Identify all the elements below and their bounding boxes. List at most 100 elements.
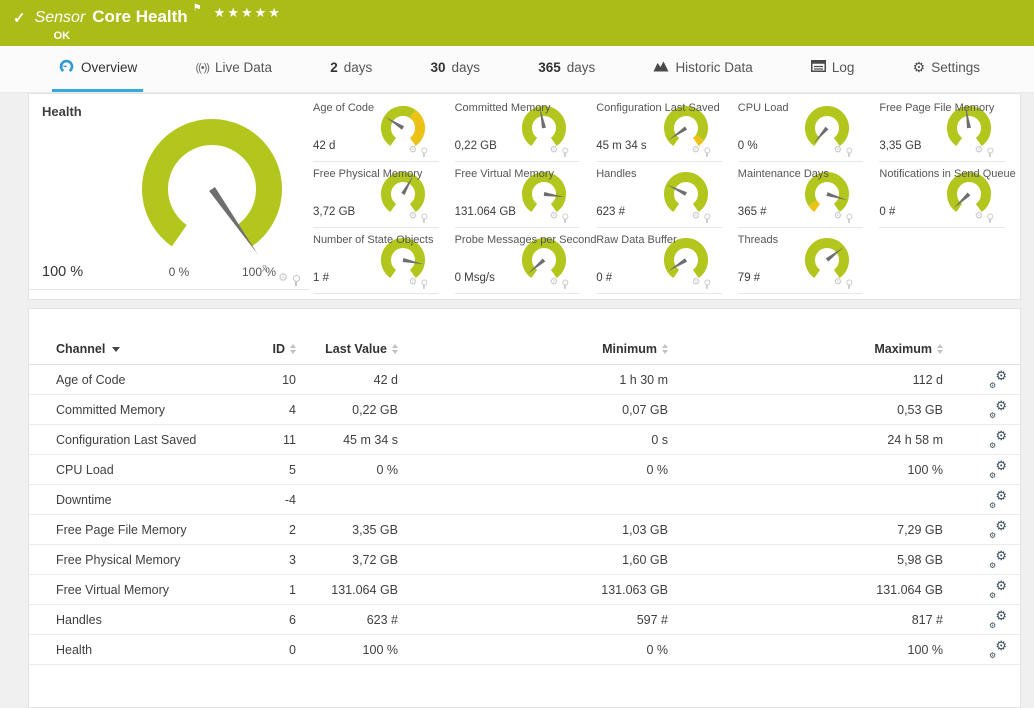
cell-channel[interactable]: Free Virtual Memory [56,582,169,597]
tab-settings[interactable]: ⚙ Settings [907,46,986,92]
gear-icon[interactable]: ⚙ [833,276,842,288]
gear-icon[interactable]: ⚙ [691,144,700,156]
pin-icon[interactable] [845,279,852,289]
cell-channel[interactable]: CPU Load [56,462,114,477]
channel-settings-icon[interactable]: ⚙ ⚙ [989,458,1007,480]
tab-historic-data[interactable]: Historic Data [647,46,758,92]
gauge-value: 79 # [737,272,761,284]
sort-toggle-icon[interactable] [290,344,296,354]
gauge-age-of-code[interactable]: Age of Code 42 d ⚙ [313,96,439,162]
pin-icon[interactable] [293,275,300,286]
pin-icon[interactable] [987,213,994,223]
gear-icon[interactable]: ⚙ [974,210,984,222]
pin-icon[interactable] [562,213,569,223]
health-gauge-panel[interactable]: Health x̄ 0 % 100 % 100 % ⚙ [29,94,310,290]
gear-icon[interactable]: ⚙ [691,210,700,222]
channel-settings-icon[interactable]: ⚙ ⚙ [989,548,1007,570]
gauge-number-of-state-objects[interactable]: Number of State Objects 1 # ⚙ [313,228,439,294]
pin-icon[interactable] [704,147,711,157]
tab-2-days[interactable]: 2 days [324,46,378,92]
gear-icon[interactable]: ⚙ [408,210,417,222]
channel-settings-icon[interactable]: ⚙ ⚙ [989,518,1007,540]
gauge-label: Notifications in Send Queue [879,168,1016,180]
health-gauge: x̄ [107,101,317,288]
table-row: Configuration Last Saved 11 45 m 34 s 0 s 24… [29,425,1020,455]
settings-gear-icon: ⚙ [912,59,926,75]
cell-channel[interactable]: Downtime [56,492,112,507]
gauge-committed-memory[interactable]: Committed Memory 0,22 GB ⚙ [454,96,581,162]
gauge-free-physical-memory[interactable]: Free Physical Memory 3,72 GB ⚙ [313,162,439,228]
gauge-free-page-file-memory[interactable]: Free Page File Memory 3,35 GB ⚙ [879,96,1005,162]
pin-icon[interactable] [421,213,427,223]
gear-icon[interactable]: ⚙ [278,272,288,284]
gear-icon[interactable]: ⚙ [833,144,842,156]
channel-settings-icon[interactable]: ⚙ ⚙ [989,398,1007,420]
cell-last-value: 131.064 GB [331,582,398,597]
sort-desc-icon[interactable] [112,346,121,352]
channel-settings-icon[interactable]: ⚙ ⚙ [989,578,1007,600]
gear-icon[interactable]: ⚙ [974,144,984,156]
channel-settings-icon[interactable]: ⚙ ⚙ [989,368,1007,390]
gear-icon[interactable]: ⚙ [833,210,842,222]
gear-icon[interactable]: ⚙ [549,276,559,288]
table-row: Handles 6 623 # 597 # 817 # ⚙ ⚙ [29,605,1020,635]
pin-icon[interactable] [987,147,994,157]
tab-30-days[interactable]: 30 days [424,46,486,92]
column-header-min[interactable]: Minimum [398,342,668,356]
tab-live-data[interactable]: ((•)) Live Data [189,46,278,92]
pin-icon[interactable] [421,147,427,157]
gear-icon[interactable]: ⚙ [691,276,700,288]
cell-channel[interactable]: Handles [56,612,102,627]
gear-icon[interactable]: ⚙ [549,210,559,222]
flag-icon[interactable]: ⚑ [192,3,202,14]
health-current-value: 100 % [42,264,84,280]
sort-toggle-icon[interactable] [937,344,943,354]
channel-settings-icon[interactable]: ⚙ ⚙ [989,638,1007,660]
gauge-value: 0 # [596,272,613,284]
cell-channel[interactable]: Health [56,642,93,657]
gauge-free-virtual-memory[interactable]: Free Virtual Memory 131.064 GB ⚙ [454,162,581,228]
gauge-dial [520,105,568,156]
channel-settings-icon[interactable]: ⚙ ⚙ [989,488,1007,510]
priority-stars[interactable]: ★★★★★ [213,5,282,20]
gauge-label: CPU Load [737,102,789,114]
svg-text:x̄: x̄ [262,264,267,275]
cell-channel[interactable]: Free Page File Memory [56,522,187,537]
pin-icon[interactable] [562,279,569,289]
pin-icon[interactable] [704,213,711,223]
channel-settings-icon[interactable]: ⚙ ⚙ [989,608,1007,630]
gauge-raw-data-buffer[interactable]: Raw Data Buffer 0 # ⚙ [596,228,722,294]
gauge-notifications-in-send-queue[interactable]: Notifications in Send Queue 0 # ⚙ [879,162,1016,228]
cell-channel[interactable]: Free Physical Memory [56,552,181,567]
gear-icon[interactable]: ⚙ [408,144,417,156]
pin-icon[interactable] [421,279,427,289]
cell-last-value: 100 % [362,642,398,657]
gear-icon[interactable]: ⚙ [549,144,559,156]
cell-channel[interactable]: Committed Memory [56,402,166,417]
gauge-threads[interactable]: Threads 79 # ⚙ [737,228,864,294]
tab-log[interactable]: Log [805,46,861,92]
sort-toggle-icon[interactable] [392,344,398,354]
cell-id: 3 [289,552,296,567]
tab-overview[interactable]: Overview [52,46,144,92]
gauge-probe-messages-per-second[interactable]: Probe Messages per Second 0 Msg/s ⚙ [454,228,596,294]
sort-toggle-icon[interactable] [662,344,668,354]
gauge-configuration-last-saved[interactable]: Configuration Last Saved 45 m 34 s ⚙ [596,96,722,162]
cell-channel[interactable]: Age of Code [56,372,126,387]
gauge-maintenance-days[interactable]: Maintenance Days 365 # ⚙ [737,162,864,228]
column-header-id[interactable]: ID [241,342,296,356]
pin-icon[interactable] [704,279,711,289]
cell-maximum: 100 % [907,462,943,477]
pin-icon[interactable] [562,147,569,157]
gear-icon[interactable]: ⚙ [408,276,417,288]
column-header-channel[interactable]: Channel [56,342,241,356]
gauge-handles[interactable]: Handles 623 # ⚙ [596,162,722,228]
cell-channel[interactable]: Configuration Last Saved [56,432,197,447]
channel-settings-icon[interactable]: ⚙ ⚙ [989,428,1007,450]
pin-icon[interactable] [845,213,852,223]
column-header-max[interactable]: Maximum [668,342,943,356]
gauge-cpu-load[interactable]: CPU Load 0 % ⚙ [737,96,864,162]
tab-365-days[interactable]: 365 days [532,46,601,92]
column-header-last[interactable]: Last Value [296,342,398,356]
pin-icon[interactable] [845,147,852,157]
